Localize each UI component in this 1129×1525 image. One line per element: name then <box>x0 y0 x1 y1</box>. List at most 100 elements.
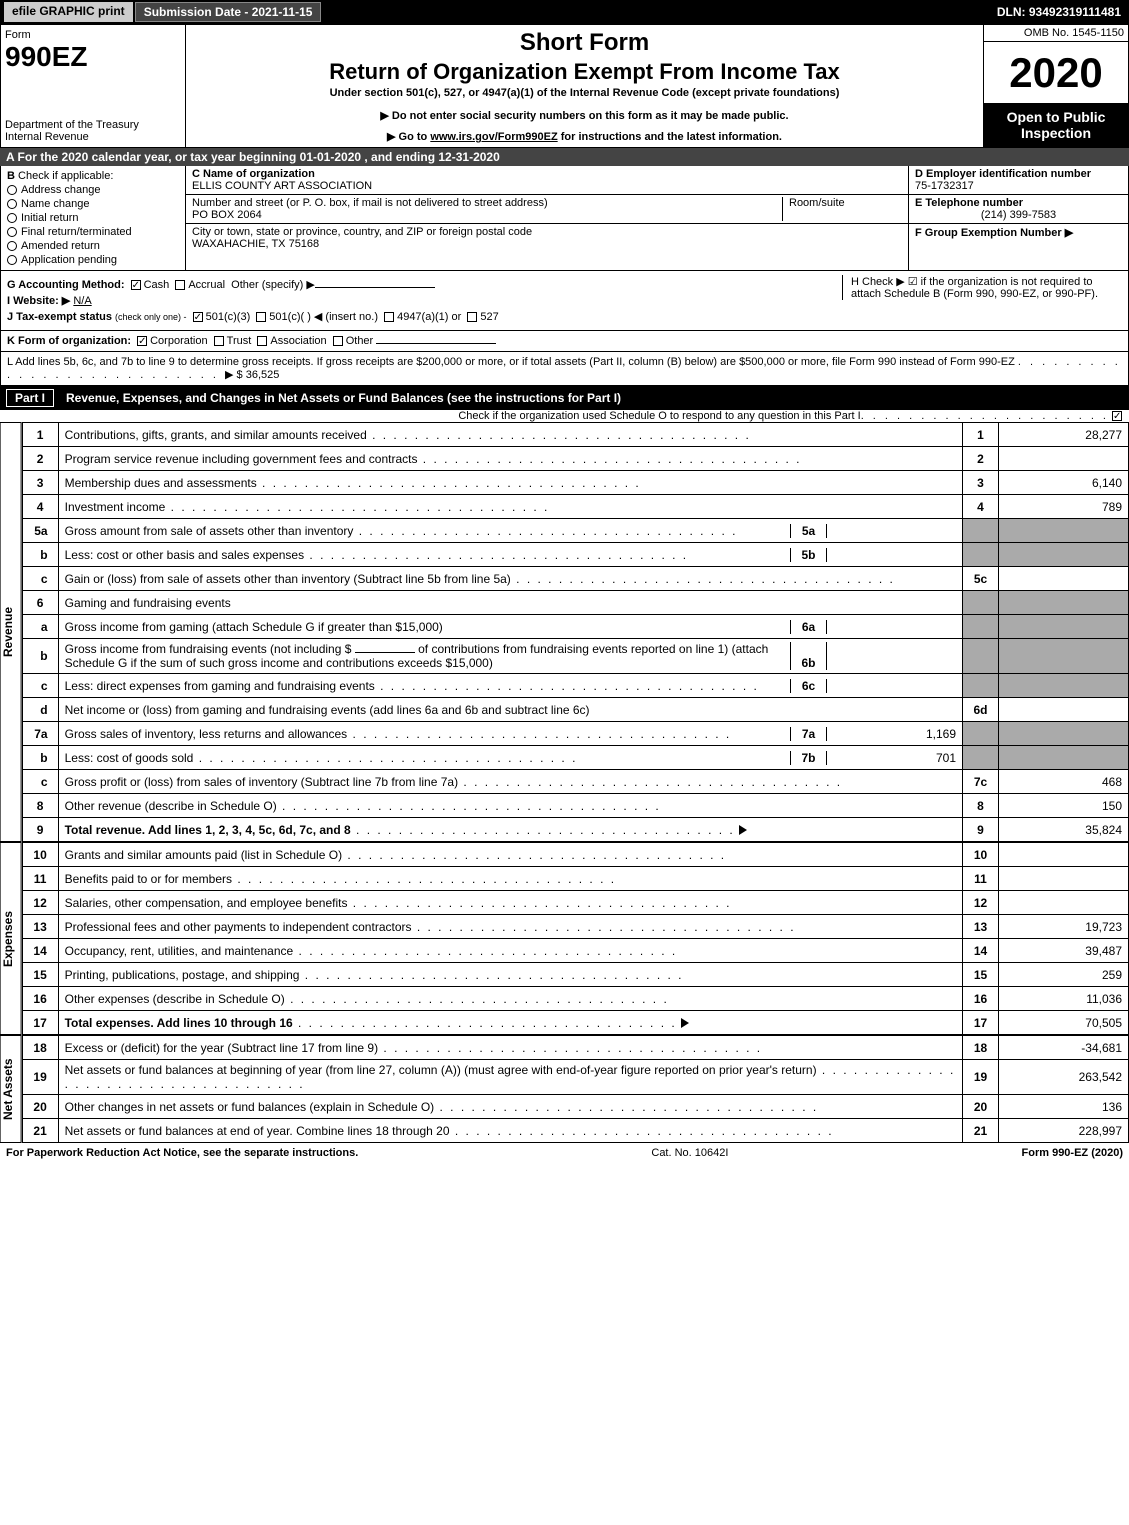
c-street-label: Number and street (or P. O. box, if mail… <box>192 197 782 209</box>
line-17-desc: Total expenses. Add lines 10 through 16 <box>65 1016 293 1030</box>
header-left: Form 990EZ Department of the Treasury In… <box>1 25 186 147</box>
line-7a: 7aGross sales of inventory, less returns… <box>22 722 1128 746</box>
line-6b-subval <box>826 642 956 670</box>
net-assets-label: Net Assets <box>0 1035 22 1143</box>
dept-irs: Internal Revenue <box>5 131 181 143</box>
line-21-desc: Net assets or fund balances at end of ye… <box>65 1124 450 1138</box>
short-form-title: Short Form <box>190 29 979 57</box>
line-1-desc: Contributions, gifts, grants, and simila… <box>65 428 367 442</box>
line-15: 15 Printing, publications, postage, and s… <box>22 963 1128 987</box>
k-opt-1: Trust <box>227 335 252 347</box>
g-label: G Accounting Method: <box>7 279 125 291</box>
f-label: F Group Exemption Number ▶ <box>915 226 1122 239</box>
line-15-val: 259 <box>999 963 1129 987</box>
line-5c-desc: Gain or (loss) from sale of assets other… <box>65 572 511 586</box>
line-20-desc: Other changes in net assets or fund bala… <box>65 1100 435 1114</box>
line-21: 21Net assets or fund balances at end of … <box>22 1119 1128 1143</box>
part1-header: Part I Revenue, Expenses, and Changes in… <box>0 386 1129 410</box>
line-7c-num: 7c <box>963 770 999 794</box>
line-11-desc: Benefits paid to or for members <box>65 872 232 886</box>
line-2-val <box>999 447 1129 471</box>
line-9-val: 35,824 <box>999 818 1129 842</box>
line-7b-subval: 701 <box>826 751 956 765</box>
line-16: 16Other expenses (describe in Schedule O… <box>22 987 1128 1011</box>
part1-title: Revenue, Expenses, and Changes in Net As… <box>66 391 621 405</box>
form-header: Form 990EZ Department of the Treasury In… <box>0 24 1129 148</box>
footer-left: For Paperwork Reduction Act Notice, see … <box>6 1147 358 1159</box>
j-opt3: 4947(a)(1) or <box>397 311 461 323</box>
checkbox-501c3[interactable] <box>193 312 203 322</box>
line-6d-val <box>999 698 1129 722</box>
triangle-icon <box>681 1018 689 1028</box>
checkbox-501c[interactable] <box>256 312 266 322</box>
line-11-num: 11 <box>963 867 999 891</box>
checkbox-trust[interactable] <box>214 336 224 346</box>
g-accrual: Accrual <box>188 279 225 291</box>
checkbox-4947[interactable] <box>384 312 394 322</box>
h-text: H Check ▶ ☑ if the organization is not r… <box>851 276 1098 300</box>
row-a-tax-year: A For the 2020 calendar year, or tax yea… <box>0 148 1129 166</box>
section-h: H Check ▶ ☑ if the organization is not r… <box>842 275 1122 300</box>
line-6b-sub: 6b <box>790 642 826 670</box>
line-17-val: 70,505 <box>999 1011 1129 1035</box>
line-18-num: 18 <box>963 1036 999 1060</box>
checkbox-address-change[interactable] <box>7 185 17 195</box>
line-5b-sub: 5b <box>790 548 826 562</box>
line-6b: bGross income from fundraising events (n… <box>22 639 1128 674</box>
checkbox-accrual[interactable] <box>175 280 185 290</box>
j-label: J Tax-exempt status <box>7 311 112 323</box>
line-7c-desc: Gross profit or (loss) from sales of inv… <box>65 775 458 789</box>
expenses-table: 10Grants and similar amounts paid (list … <box>22 842 1129 1035</box>
section-c: C Name of organization ELLIS COUNTY ART … <box>186 166 908 270</box>
revenue-label: Revenue <box>0 422 22 842</box>
line-12-desc: Salaries, other compensation, and employ… <box>65 896 348 910</box>
footer-mid: Cat. No. 10642I <box>651 1147 728 1159</box>
c-name-val: ELLIS COUNTY ART ASSOCIATION <box>192 180 902 192</box>
g-other-input[interactable] <box>315 287 435 288</box>
section-k: K Form of organization: Corporation Trus… <box>0 331 1129 352</box>
l-amount: ▶ $ 36,525 <box>225 369 279 381</box>
checkbox-corporation[interactable] <box>137 336 147 346</box>
j-note: (check only one) - <box>115 312 187 322</box>
line-5b: bLess: cost or other basis and sales exp… <box>22 543 1128 567</box>
line-7a-subval: 1,169 <box>826 727 956 741</box>
line-6b-desc1: Gross income from fundraising events (no… <box>65 642 352 656</box>
line-6a: aGross income from gaming (attach Schedu… <box>22 615 1128 639</box>
checkbox-association[interactable] <box>257 336 267 346</box>
line-16-val: 11,036 <box>999 987 1129 1011</box>
ssn-warning: ▶ Do not enter social security numbers o… <box>190 109 979 122</box>
k-label: K Form of organization: <box>7 335 131 347</box>
line-18: 18Excess or (deficit) for the year (Subt… <box>22 1036 1128 1060</box>
line-15-num: 15 <box>963 963 999 987</box>
checkbox-application-pending[interactable] <box>7 255 17 265</box>
line-19-val: 263,542 <box>999 1060 1129 1095</box>
line-5a-subval <box>826 524 956 538</box>
section-b: B Check if applicable: Address change Na… <box>1 166 186 270</box>
checkbox-schedule-o[interactable] <box>1112 411 1122 421</box>
checkbox-final-return[interactable] <box>7 227 17 237</box>
checkbox-initial-return[interactable] <box>7 213 17 223</box>
line-14: 14Occupancy, rent, utilities, and mainte… <box>22 939 1128 963</box>
checkbox-527[interactable] <box>467 312 477 322</box>
c-city-val: WAXAHACHIE, TX 75168 <box>192 238 902 250</box>
line-15-desc: Printing, publications, postage, and shi… <box>65 968 300 982</box>
i-website: N/A <box>73 295 91 307</box>
expenses-section: Expenses 10Grants and similar amounts pa… <box>0 842 1129 1035</box>
line-12-val <box>999 891 1129 915</box>
line-2-desc: Program service revenue including govern… <box>65 452 418 466</box>
b-item-1: Name change <box>21 198 90 210</box>
checkbox-cash[interactable] <box>131 280 141 290</box>
checkbox-name-change[interactable] <box>7 199 17 209</box>
line-6c-sub: 6c <box>790 679 826 693</box>
line-13-val: 19,723 <box>999 915 1129 939</box>
line-1-val: 28,277 <box>999 423 1129 447</box>
j-opt2: 501(c)( ) ◀ (insert no.) <box>269 311 378 323</box>
line-2-num: 2 <box>963 447 999 471</box>
checkbox-amended-return[interactable] <box>7 241 17 251</box>
line-12-num: 12 <box>963 891 999 915</box>
line-17-num: 17 <box>963 1011 999 1035</box>
go-to-link[interactable]: www.irs.gov/Form990EZ <box>430 131 557 143</box>
checkbox-other-org[interactable] <box>333 336 343 346</box>
revenue-table: 1Contributions, gifts, grants, and simil… <box>22 422 1129 842</box>
k-other-input[interactable] <box>376 343 496 344</box>
